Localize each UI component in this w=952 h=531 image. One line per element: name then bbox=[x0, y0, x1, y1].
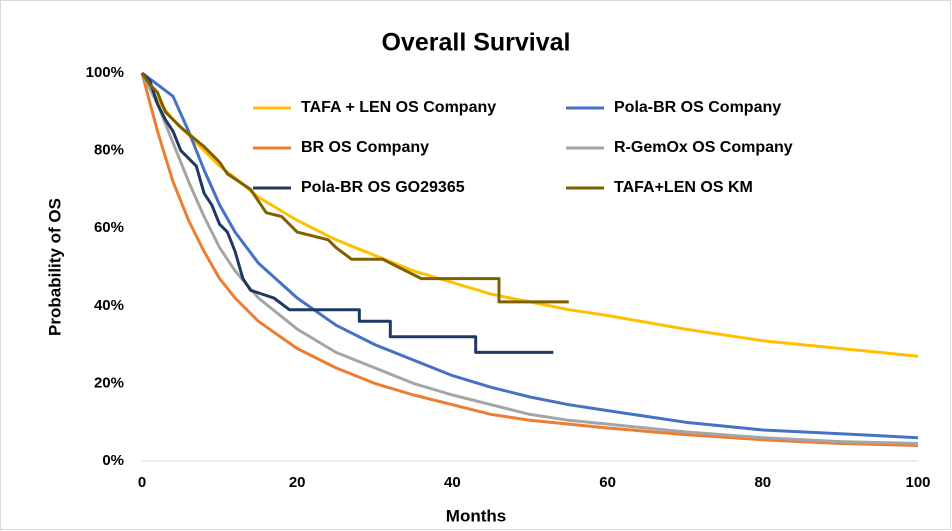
y-tick-label: 60% bbox=[94, 219, 124, 236]
chart-title: Overall Survival bbox=[381, 29, 570, 57]
legend-label: Pola-BR OS GO29365 bbox=[301, 179, 465, 196]
x-axis-label: Months bbox=[446, 506, 506, 525]
series-line bbox=[140, 71, 554, 354]
y-tick-label: 40% bbox=[94, 297, 124, 314]
legend-label: Pola-BR OS Company bbox=[614, 99, 781, 116]
y-tick-label: 80% bbox=[94, 142, 124, 159]
series-line bbox=[140, 72, 919, 445]
x-tick-label: 100 bbox=[905, 474, 930, 491]
legend-label: TAFA+LEN OS KM bbox=[614, 179, 753, 196]
y-axis-label: Probability of OS bbox=[45, 198, 64, 336]
x-tick-label: 20 bbox=[289, 474, 306, 491]
legend-label: R-GemOx OS Company bbox=[614, 139, 793, 156]
y-tick-label: 20% bbox=[94, 374, 124, 391]
x-tick-label: 0 bbox=[138, 474, 146, 491]
legend-label: BR OS Company bbox=[301, 139, 429, 156]
y-tick-label: 0% bbox=[102, 452, 124, 469]
series-line bbox=[140, 72, 569, 304]
x-tick-label: 80 bbox=[754, 474, 771, 491]
legend-label: TAFA + LEN OS Company bbox=[301, 99, 496, 116]
x-tick-label: 60 bbox=[599, 474, 616, 491]
series-line bbox=[140, 72, 919, 447]
x-tick-label: 40 bbox=[444, 474, 461, 491]
y-tick-label: 100% bbox=[86, 64, 124, 81]
series-line bbox=[141, 71, 919, 440]
